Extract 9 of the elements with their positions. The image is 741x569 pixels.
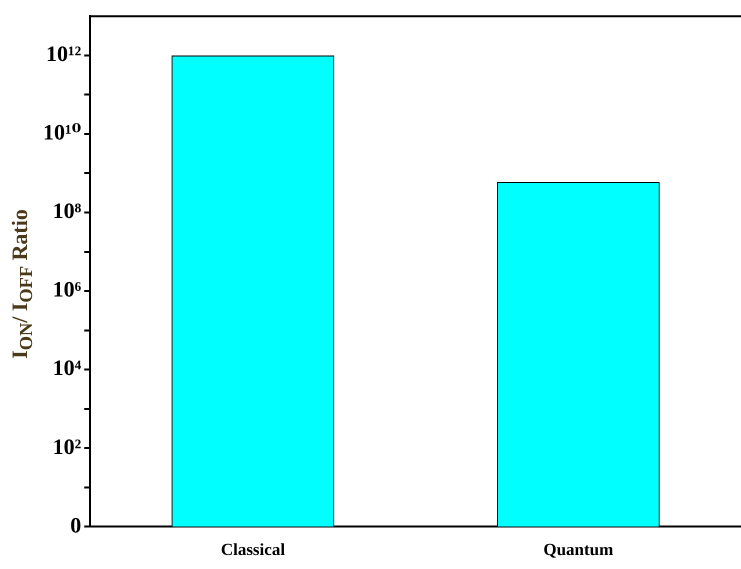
y-tick-label: 10⁸: [52, 198, 82, 224]
y-tick-label: 0: [70, 512, 82, 538]
x-tick-label: Quantum: [543, 540, 614, 560]
y-tick-label: 10¹²: [46, 41, 82, 66]
y-tick-label: 10⁶: [52, 276, 82, 302]
x-tick-label: Classical: [220, 540, 286, 560]
y-tick-label: 10¹⁰: [42, 120, 82, 145]
y-tick-label: 10⁴: [52, 355, 82, 380]
y-tick-label: 10²: [52, 434, 82, 459]
